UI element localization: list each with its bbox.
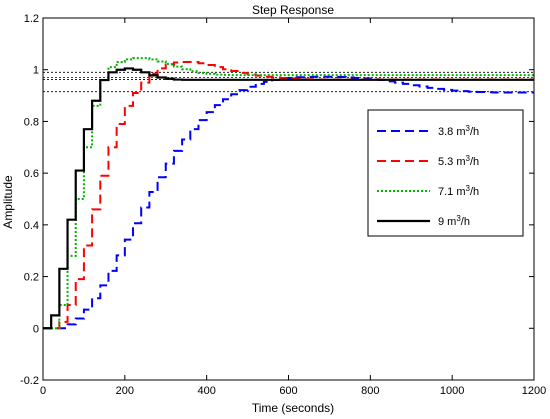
y-tick-label: 1.2 — [24, 13, 39, 25]
y-tick-label: 0.2 — [24, 272, 39, 284]
legend: 3.8 m3/h 5.3 m3/h 7.1 m3/h 9 m3/h — [367, 109, 524, 237]
y-tick-label: -0.2 — [20, 375, 39, 387]
x-tick-label: 600 — [279, 385, 297, 397]
x-axis-ticks: 0 200 400 600 800 1000 1200 — [40, 18, 546, 397]
legend-label-1: 5.3 m3/h — [438, 154, 479, 169]
x-tick-label: 200 — [116, 385, 134, 397]
y-tick-label: 1 — [33, 65, 39, 77]
x-tick-label: 1000 — [440, 385, 464, 397]
y-tick-label: 0.6 — [24, 168, 39, 180]
legend-label-0: 3.8 m3/h — [438, 124, 479, 139]
legend-label-3: 9 m3/h — [438, 214, 470, 229]
x-tick-label: 0 — [40, 385, 46, 397]
legend-label-2: 7.1 m3/h — [438, 184, 479, 199]
series-line-3 — [43, 67, 534, 330]
y-axis-label: Amplitude — [1, 175, 15, 229]
x-tick-label: 800 — [361, 385, 379, 397]
y-axis-ticks: -0.2 0 0.2 0.4 0.6 0.8 1 1.2 — [20, 13, 534, 387]
y-tick-label: 0.4 — [24, 220, 39, 232]
y-tick-label: 0.8 — [24, 116, 39, 128]
x-axis-label: Time (seconds) — [252, 401, 334, 415]
series-layer — [43, 57, 534, 330]
x-tick-label: 1200 — [522, 385, 546, 397]
x-tick-label: 400 — [197, 385, 215, 397]
y-tick-label: 0 — [33, 323, 39, 335]
series-line-0 — [43, 75, 534, 330]
chart-title: Step Response — [252, 3, 334, 17]
